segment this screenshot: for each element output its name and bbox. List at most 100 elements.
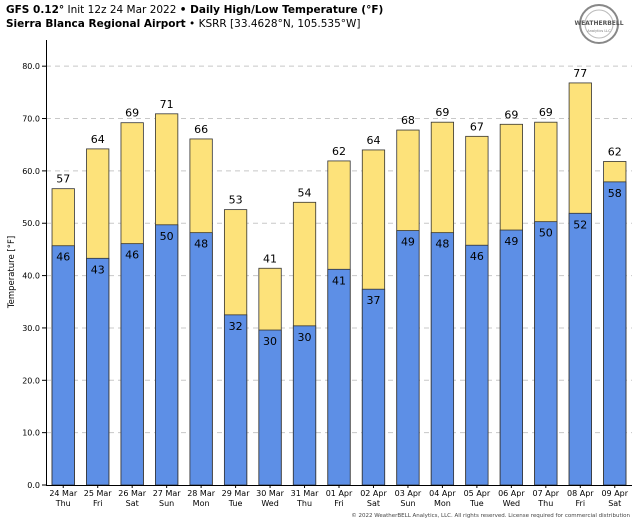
x-tick-date: 01 Apr [326,489,353,498]
y-tick-label: 30.0 [22,324,40,333]
x-tick-day: Wed [261,499,278,508]
low-value-label: 32 [229,320,243,333]
y-tick-label: 60.0 [22,167,40,176]
low-bar [603,181,627,486]
low-bar [465,244,489,486]
low-bar [396,230,420,486]
x-tick-date: 06 Apr [498,489,525,498]
high-value-label: 71 [160,98,174,111]
low-value-label: 46 [125,249,139,262]
y-tick-label: 10.0 [22,429,40,438]
x-tick-day: Fri [334,499,344,508]
low-value-label: 50 [539,227,553,240]
high-value-label: 67 [470,120,484,133]
x-tick-day: Thu [55,499,71,508]
low-value-label: 46 [470,250,484,263]
low-value-label: 43 [91,263,105,276]
high-value-label: 64 [366,134,380,147]
x-tick-day: Thu [296,499,312,508]
low-bar [155,224,179,486]
x-tick-date: 05 Apr [464,489,491,498]
low-value-label: 50 [160,230,174,243]
x-tick-date: 26 Mar [118,489,147,498]
logo-text: WEATHERBELL [574,20,623,27]
low-value-label: 48 [194,238,208,251]
location-name: Sierra Blanca Regional Airport [6,18,186,30]
high-value-label: 53 [229,194,243,207]
low-value-label: 46 [56,251,70,264]
low-value-label: 41 [332,274,346,287]
low-bar [430,232,455,486]
bars: 57 46 64 43 69 46 71 50 66 48 53 32 41 30 54 30 62 41 64 37… [51,67,627,486]
low-bar [223,314,248,486]
low-value-label: 37 [366,294,380,307]
x-tick-day: Sun [159,499,174,508]
x-tick-date: 29 Mar [222,489,251,498]
header-line-2: Sierra Blanca Regional Airport • KSRR [3… [6,18,361,30]
low-bar [534,221,558,486]
x-tick-date: 02 Apr [360,489,387,498]
x-tick-day: Tue [469,499,484,508]
y-tick-label: 80.0 [22,62,40,71]
x-tick-day: Sat [608,499,621,508]
y-tick-label: 70.0 [22,115,40,124]
high-value-label: 77 [573,67,587,80]
x-tick-day: Sat [367,499,380,508]
x-tick-date: 03 Apr [395,489,422,498]
y-axis-label: Temperature [°F] [7,236,17,309]
low-value-label: 49 [401,236,415,249]
high-value-label: 41 [263,252,277,265]
high-value-label: 69 [504,108,518,121]
high-value-label: 57 [56,173,70,186]
low-value-label: 49 [504,235,518,248]
low-bar [292,325,317,486]
copyright-footer: © 2022 WeatherBELL Analytics, LLC. All r… [351,513,630,519]
x-tick-day: Thu [537,499,553,508]
logo-subtext: Analytics LLC [587,29,611,33]
low-value-label: 30 [298,331,312,344]
high-value-label: 62 [608,145,622,158]
chart-header: GFS 0.12° Init 12z 24 Mar 2022 • Daily H… [6,3,383,31]
low-bar [361,288,386,486]
high-value-label: 54 [298,186,312,199]
low-value-label: 48 [435,238,449,251]
x-tick-date: 04 Apr [429,489,456,498]
station-info: KSRR [33.4628°N, 105.535°W] [198,18,361,30]
high-value-label: 69 [435,106,449,119]
chart-title: Daily High/Low Temperature (°F) [190,4,384,16]
low-value-label: 30 [263,335,277,348]
high-value-label: 69 [125,107,139,120]
x-tick-date: 24 Mar [49,489,78,498]
high-value-label: 69 [539,106,553,119]
y-tick-label: 40.0 [22,272,40,281]
y-tick-label: 50.0 [22,219,40,228]
x-tick-day: Fri [93,499,103,508]
low-value-label: 52 [573,218,587,231]
x-tick-day: Mon [434,499,451,508]
x-tick-day: Fri [576,499,586,508]
high-value-label: 68 [401,114,415,127]
x-tick-date: 25 Mar [84,489,113,498]
y-tick-label: 20.0 [22,376,40,385]
low-bar [499,229,523,486]
x-tick-day: Mon [193,499,210,508]
y-tick-label: 0.0 [27,481,40,490]
x-tick-date: 09 Apr [601,489,628,498]
high-value-label: 62 [332,145,346,158]
low-bar [51,245,75,486]
low-bar [120,243,144,486]
x-tick-date: 08 Apr [567,489,594,498]
x-tick-date: 07 Apr [533,489,560,498]
y-axis-ticks: 0.0 10.0 20.0 30.0 40.0 50.0 60.0 70.0 80.0 [22,62,46,490]
high-value-label: 66 [194,123,208,136]
low-bar [327,268,351,486]
x-tick-day: Sun [400,499,415,508]
init-time: Init 12z 24 Mar 2022 [67,4,177,16]
low-bar [86,257,110,486]
low-bar [189,232,213,486]
x-tick-date: 27 Mar [153,489,182,498]
model-name: GFS 0.12 [6,4,59,16]
x-tick-date: 30 Mar [256,489,285,498]
x-tick-date: 31 Mar [291,489,320,498]
